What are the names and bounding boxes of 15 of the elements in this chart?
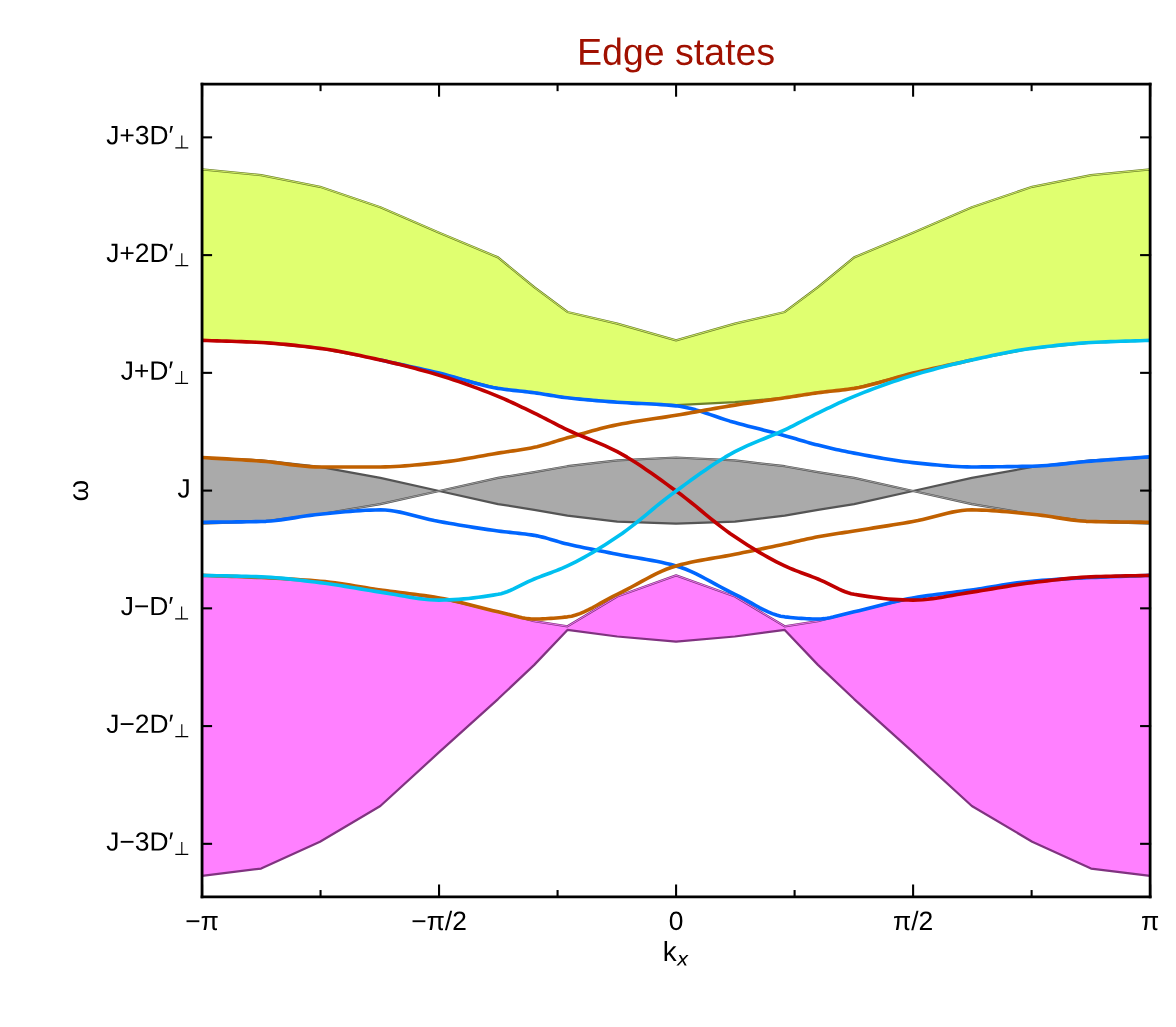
text: J (177, 479, 189, 498)
x-tick-label: −π (186, 916, 218, 931)
chart-title: Edge states (580, 37, 774, 73)
text: J+3D′$_{⊥}$ (106, 125, 189, 149)
x-tick-label: −π/2 (412, 910, 466, 931)
text: J−2D′$_{⊥}$ (106, 714, 189, 738)
text: J+2D′$_{⊥}$ (106, 243, 189, 267)
x-tick-label: π/2 (894, 910, 932, 931)
text: J−D′$_{⊥}$ (121, 596, 189, 620)
text: J−3D′$_{⊥}$ (106, 832, 189, 855)
x-tick-label: π (1142, 916, 1159, 931)
x-axis-title: k$_{x}$ (664, 940, 689, 966)
y-axis-title: ω (72, 480, 89, 501)
text: J+D′$_{⊥}$ (121, 361, 189, 384)
x-tick-label: 0 (669, 911, 683, 931)
